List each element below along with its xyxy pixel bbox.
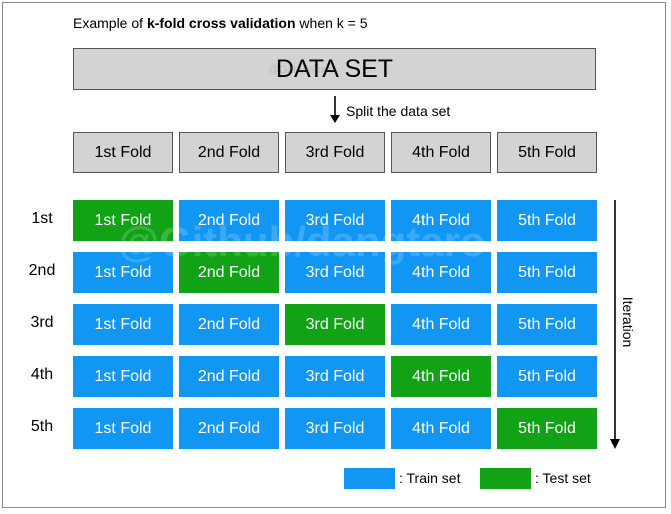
iteration-row-2: 1st Fold 2nd Fold 3rd Fold 4th Fold 5th Fold <box>73 252 597 293</box>
train-fold-cell-2-3: 3rd Fold <box>285 252 385 293</box>
split-down-arrow-icon <box>330 96 340 123</box>
test-fold-cell-3-3: 3rd Fold <box>285 304 385 345</box>
heading-bold: k-fold cross validation <box>146 15 296 31</box>
legend-train-label: : Train set <box>399 470 461 486</box>
dataset-box: DATA SET <box>73 48 596 90</box>
iteration-label-2: 2nd <box>28 262 56 279</box>
train-fold-cell-1-4: 4th Fold <box>391 200 491 241</box>
train-fold-cell-4-1: 1st Fold <box>73 356 173 397</box>
fold-header-5: 5th Fold <box>497 132 597 173</box>
fold-header-2: 2nd Fold <box>179 132 279 173</box>
train-fold-cell-4-3: 3rd Fold <box>285 356 385 397</box>
iteration-row-3: 1st Fold 2nd Fold 3rd Fold 4th Fold 5th Fold <box>73 304 597 345</box>
small-watermark: @Github/xxxx <box>268 64 337 76</box>
heading-suffix: when k = 5 <box>295 15 368 31</box>
train-fold-cell-4-5: 5th Fold <box>497 356 597 397</box>
train-fold-cell-5-1: 1st Fold <box>73 408 173 449</box>
legend-train-swatch <box>344 468 395 489</box>
train-fold-cell-5-3: 3rd Fold <box>285 408 385 449</box>
fold-header-4: 4th Fold <box>391 132 491 173</box>
train-fold-cell-5-4: 4th Fold <box>391 408 491 449</box>
split-label: Split the data set <box>346 103 451 119</box>
iteration-down-arrow-icon <box>610 200 620 449</box>
diagram-frame <box>2 2 666 508</box>
train-fold-cell-2-5: 5th Fold <box>497 252 597 293</box>
diagram-heading: Example of k-fold cross validation when … <box>73 15 368 31</box>
test-fold-cell-1-1: 1st Fold <box>73 200 173 241</box>
test-fold-cell-5-5: 5th Fold <box>497 408 597 449</box>
iteration-label-4: 4th <box>30 366 54 383</box>
train-fold-cell-1-3: 3rd Fold <box>285 200 385 241</box>
train-fold-cell-3-4: 4th Fold <box>391 304 491 345</box>
fold-header-1: 1st Fold <box>73 132 173 173</box>
train-fold-cell-3-1: 1st Fold <box>73 304 173 345</box>
iteration-row-5: 1st Fold 2nd Fold 3rd Fold 4th Fold 5th Fold <box>73 408 597 449</box>
iteration-row-4: 1st Fold 2nd Fold 3rd Fold 4th Fold 5th Fold <box>73 356 597 397</box>
test-fold-cell-4-4: 4th Fold <box>391 356 491 397</box>
train-fold-cell-3-2: 2nd Fold <box>179 304 279 345</box>
fold-header-3: 3rd Fold <box>285 132 385 173</box>
train-fold-cell-1-5: 5th Fold <box>497 200 597 241</box>
dataset-label: DATA SET <box>275 54 394 83</box>
iteration-label-3: 3rd <box>30 314 54 331</box>
iteration-axis-label: Iteration <box>620 296 636 348</box>
train-fold-cell-1-2: 2nd Fold <box>179 200 279 241</box>
train-fold-cell-5-2: 2nd Fold <box>179 408 279 449</box>
legend-test-swatch <box>480 468 531 489</box>
iteration-label-1: 1st <box>31 210 53 227</box>
train-fold-cell-2-4: 4th Fold <box>391 252 491 293</box>
fold-header-row: 1st Fold 2nd Fold 3rd Fold 4th Fold 5th Fold <box>73 132 597 173</box>
iteration-row-1: 1st Fold 2nd Fold 3rd Fold 4th Fold 5th Fold <box>73 200 597 241</box>
test-fold-cell-2-2: 2nd Fold <box>179 252 279 293</box>
train-fold-cell-3-5: 5th Fold <box>497 304 597 345</box>
train-fold-cell-2-1: 1st Fold <box>73 252 173 293</box>
train-fold-cell-4-2: 2nd Fold <box>179 356 279 397</box>
iteration-label-5: 5th <box>30 418 54 435</box>
heading-prefix: Example of <box>73 15 147 31</box>
legend-test-label: : Test set <box>535 470 591 486</box>
